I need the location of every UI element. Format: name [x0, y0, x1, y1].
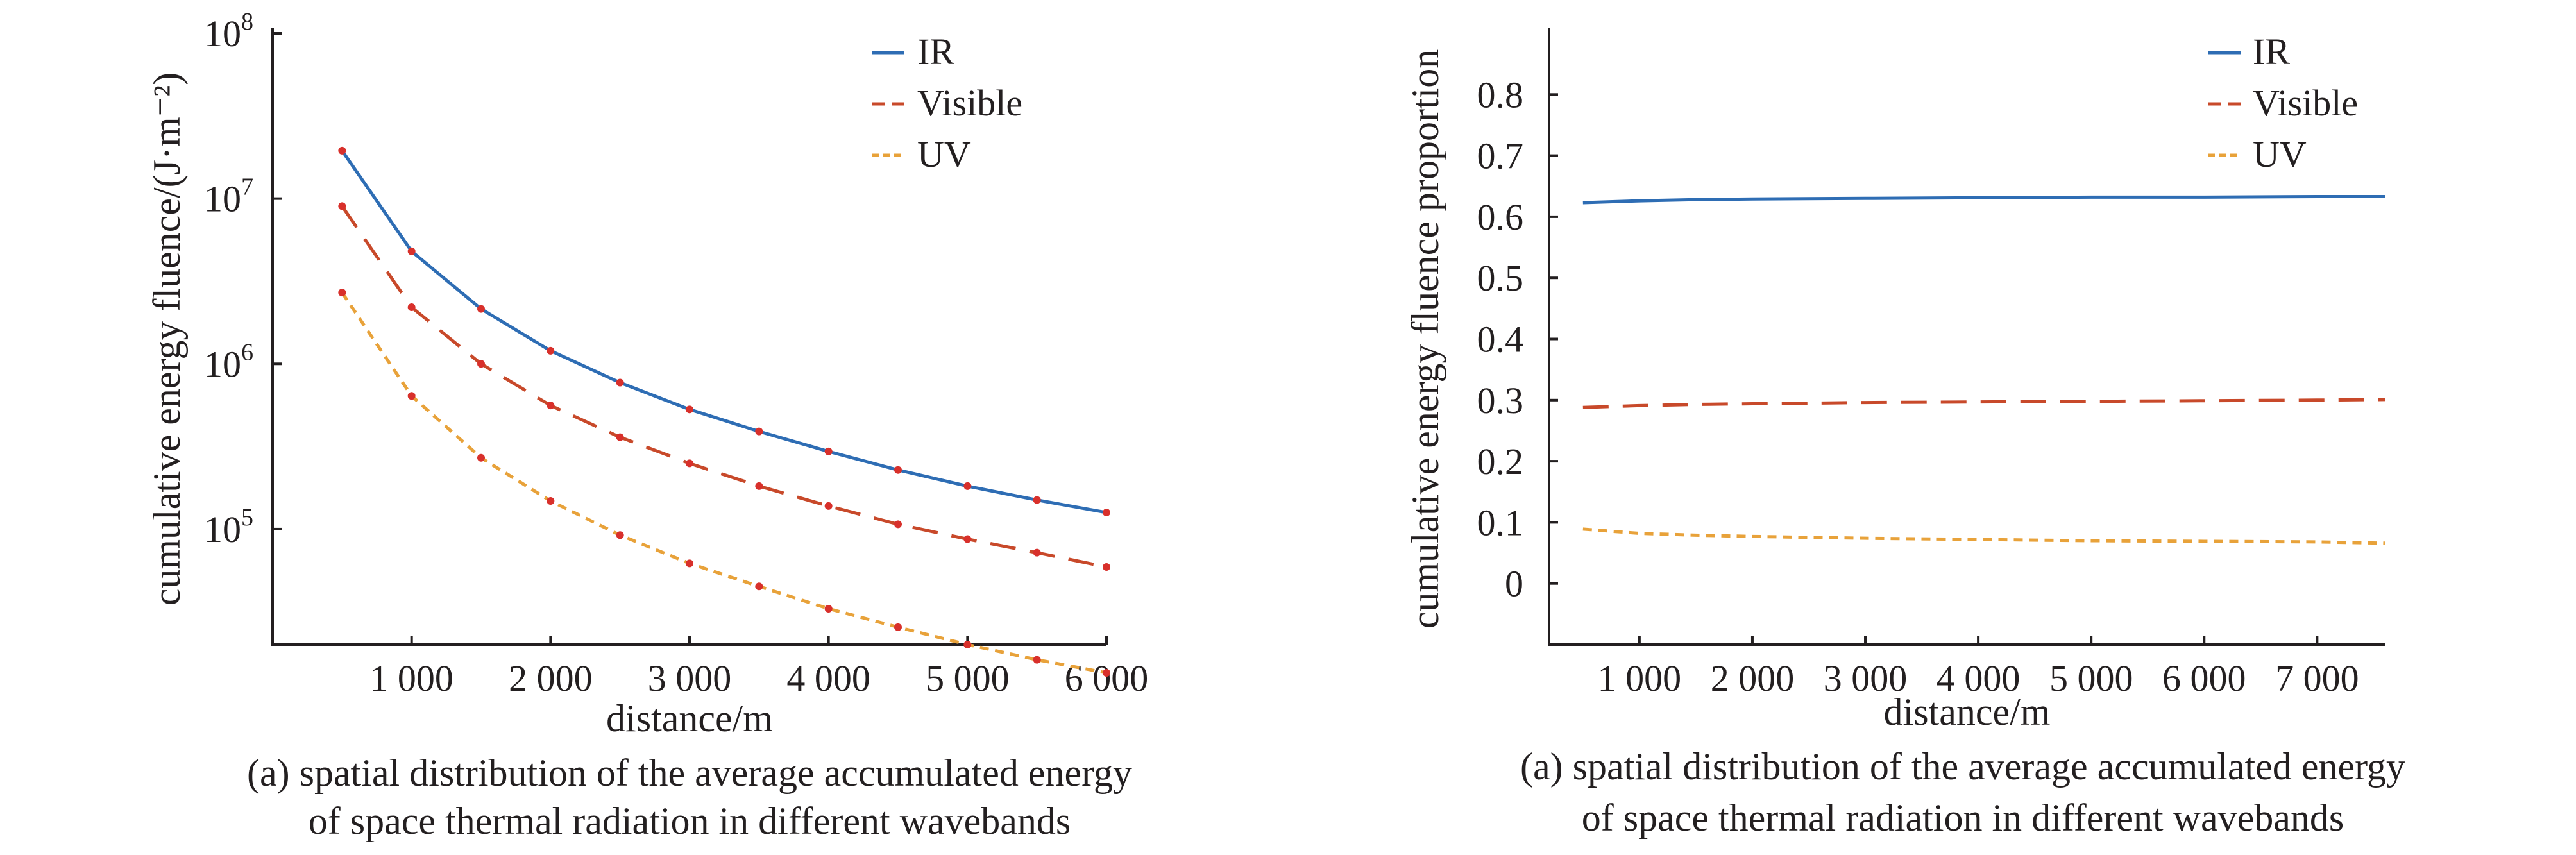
data-point-uv	[1033, 656, 1041, 664]
data-point-uv	[686, 559, 693, 568]
x-tick-label: 2 000	[509, 657, 593, 699]
y-tick-label: 108	[204, 8, 253, 55]
data-point-uv	[755, 582, 763, 591]
data-point-visible	[755, 482, 763, 490]
data-point-ir	[407, 247, 416, 255]
figure-caption-line: (a) spatial distribution of the average …	[1520, 745, 2405, 788]
y-axis-label: cumulative energy fluence proportion	[1404, 49, 1446, 629]
data-point-visible	[407, 303, 416, 312]
data-point-ir	[547, 346, 555, 355]
y-tick-label: 0.2	[1477, 441, 1524, 482]
data-point-visible	[894, 520, 902, 529]
data-point-uv	[477, 453, 485, 462]
data-point-visible	[477, 360, 485, 368]
data-point-ir	[338, 146, 346, 155]
data-point-visible	[824, 502, 833, 510]
series-line-visible	[341, 205, 1107, 569]
data-point-uv	[963, 641, 972, 648]
data-point-uv	[824, 604, 833, 613]
data-point-ir	[963, 482, 972, 490]
data-point-uv	[1103, 668, 1110, 677]
series-line-ir	[1582, 194, 2385, 205]
legend-label-ir: IR	[2253, 31, 2290, 72]
figure-caption-line: of space thermal radiation in different …	[309, 800, 1071, 842]
legend-label-uv: UV	[917, 133, 971, 175]
data-point-visible	[1103, 563, 1110, 571]
series-line-ir	[341, 149, 1107, 514]
y-tick-label: 107	[204, 174, 253, 220]
y-tick-label: 0.7	[1477, 135, 1524, 177]
x-tick-label: 1 000	[1598, 657, 1682, 699]
data-point-visible	[963, 535, 972, 543]
data-point-uv	[616, 531, 624, 539]
x-tick-label: 6 000	[1065, 657, 1149, 699]
x-tick-label: 1 000	[369, 657, 453, 699]
y-tick-label: 0.4	[1477, 319, 1524, 360]
series-line-uv	[341, 291, 1107, 675]
data-point-ir	[1103, 509, 1110, 517]
x-tick-label: 4 000	[786, 657, 870, 699]
legend-label-visible: Visible	[2253, 82, 2358, 124]
data-point-visible	[616, 433, 624, 441]
legend-label-uv: UV	[2253, 133, 2307, 175]
data-point-visible	[686, 459, 693, 468]
x-tick-label: 4 000	[1936, 657, 2021, 699]
data-point-visible	[547, 402, 555, 410]
chart-a-energy-fluence: 1 000 2 000 3 000 4 000 5 000 6 000 105 106 107 1…	[146, 8, 1148, 842]
data-point-uv	[407, 392, 416, 400]
y-tick-label: 0	[1505, 563, 1523, 605]
data-point-ir	[894, 466, 902, 474]
data-point-ir	[1033, 496, 1041, 504]
y-tick-label: 0.5	[1477, 257, 1524, 299]
y-tick-label: 0.6	[1477, 196, 1524, 238]
y-tick-label: 105	[204, 504, 253, 550]
x-tick-label: 5 000	[2049, 657, 2133, 699]
series-line-uv	[1582, 527, 2385, 545]
x-tick-label: 5 000	[926, 657, 1010, 699]
legend-label-ir: IR	[917, 31, 954, 72]
legend-label-visible: Visible	[917, 82, 1022, 124]
x-axis-label: distance/m	[1884, 691, 2051, 733]
chart-b-fluence-proportion: 1 000 2 000 3 000 4 000 5 000 6 000 7 000 0 0.1 0…	[1404, 28, 2405, 839]
data-point-visible	[1033, 548, 1041, 557]
figure-caption-line: of space thermal radiation in different …	[1582, 797, 2344, 839]
y-tick-label: 106	[204, 339, 253, 385]
y-tick-label: 0.1	[1477, 502, 1524, 543]
axes-frame	[1548, 28, 2385, 646]
x-tick-label: 3 000	[1824, 657, 1908, 699]
data-point-uv	[338, 289, 346, 297]
data-point-ir	[477, 305, 485, 313]
data-point-ir	[616, 378, 624, 387]
data-point-uv	[894, 623, 902, 631]
x-tick-label: 2 000	[1711, 657, 1795, 699]
x-tick-label: 7 000	[2275, 657, 2359, 699]
figure-caption-line: (a) spatial distribution of the average …	[247, 752, 1132, 794]
data-point-ir	[824, 447, 833, 455]
y-axis-label: cumulative energy fluence/(J·m⁻²)	[146, 72, 188, 606]
data-point-ir	[755, 427, 763, 436]
data-point-ir	[686, 405, 693, 414]
x-tick-label: 6 000	[2162, 657, 2246, 699]
data-point-uv	[547, 497, 555, 505]
data-point-visible	[338, 202, 346, 210]
y-tick-label: 0.3	[1477, 380, 1524, 421]
series-line-visible	[1582, 398, 2385, 409]
x-axis-label: distance/m	[606, 697, 773, 740]
y-tick-label: 0.8	[1477, 74, 1524, 115]
x-tick-label: 3 000	[648, 657, 732, 699]
